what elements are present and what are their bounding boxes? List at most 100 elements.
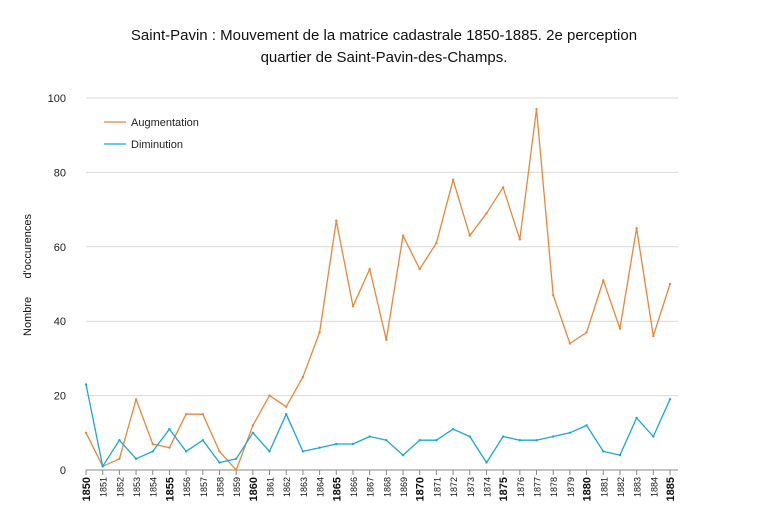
data-point-augmentation-1878 bbox=[552, 293, 555, 297]
data-point-augmentation-1860 bbox=[251, 424, 255, 427]
data-point-diminution-1880 bbox=[585, 424, 588, 427]
x-tick-label-1881: 1881 bbox=[599, 477, 609, 497]
data-point-diminution-1870 bbox=[418, 439, 421, 442]
data-point-augmentation-1862 bbox=[285, 405, 288, 408]
data-point-augmentation-1857 bbox=[201, 413, 204, 416]
data-point-diminution-1858 bbox=[218, 461, 221, 464]
x-tick-label-1865: 1865 bbox=[331, 477, 343, 501]
data-point-diminution-1884 bbox=[652, 435, 655, 438]
x-tick-label-1858: 1858 bbox=[215, 477, 225, 497]
x-tick-label-1856: 1856 bbox=[182, 477, 192, 497]
data-point-diminution-1885 bbox=[668, 398, 672, 401]
data-point-augmentation-1869 bbox=[401, 234, 405, 237]
x-tick-label-1877: 1877 bbox=[533, 477, 543, 497]
data-point-augmentation-1866 bbox=[351, 305, 355, 308]
x-tick-label-1876: 1876 bbox=[516, 477, 526, 497]
data-point-augmentation-1882 bbox=[618, 327, 622, 330]
y-tick-label-60: 60 bbox=[54, 242, 66, 254]
data-point-diminution-1860 bbox=[251, 431, 255, 434]
y-tick-label-40: 40 bbox=[54, 316, 66, 328]
chart-title-line-2: quartier de Saint-Pavin-des-Champs. bbox=[260, 49, 508, 66]
data-point-diminution-1878 bbox=[552, 435, 555, 438]
series-line-augmentation bbox=[85, 108, 671, 471]
x-tick-label-1870: 1870 bbox=[415, 477, 427, 501]
x-tick-label-1879: 1879 bbox=[566, 477, 576, 497]
y-tick-label-80: 80 bbox=[54, 167, 66, 179]
data-point-augmentation-1874 bbox=[485, 212, 488, 215]
data-point-augmentation-1880 bbox=[585, 331, 588, 334]
data-point-diminution-1881 bbox=[602, 450, 605, 453]
x-tick-label-1883: 1883 bbox=[633, 477, 643, 497]
data-point-diminution-1854 bbox=[151, 450, 154, 453]
data-point-diminution-1866 bbox=[351, 442, 355, 446]
data-point-augmentation-1865 bbox=[335, 219, 338, 222]
x-tick-label-1863: 1863 bbox=[299, 477, 309, 497]
x-axis: 1850 1851 1852 1853 1854 1855 1856 1857 1858 1859… bbox=[81, 469, 678, 501]
x-tick-label-1872: 1872 bbox=[449, 477, 459, 497]
chart-title-line-1: Saint-Pavin : Mouvement de la matrice ca… bbox=[130, 27, 638, 44]
data-point-augmentation-1861 bbox=[268, 394, 271, 397]
data-point-diminution-1865 bbox=[335, 442, 338, 446]
data-point-augmentation-1864 bbox=[318, 331, 321, 334]
data-point-augmentation-1876 bbox=[518, 238, 522, 241]
x-tick-label-1884: 1884 bbox=[649, 477, 659, 497]
data-point-augmentation-1854 bbox=[151, 442, 154, 446]
x-tick-label-1859: 1859 bbox=[232, 477, 242, 497]
x-tick-label-1852: 1852 bbox=[115, 477, 125, 497]
data-point-augmentation-1879 bbox=[568, 342, 572, 345]
legend-label-diminution: Diminution bbox=[131, 139, 183, 151]
data-point-augmentation-1881 bbox=[602, 279, 605, 282]
x-tick-label-1885: 1885 bbox=[665, 477, 677, 501]
data-point-diminution-1873 bbox=[468, 435, 471, 438]
data-point-augmentation-1870 bbox=[418, 267, 421, 271]
data-point-diminution-1856 bbox=[184, 450, 188, 453]
data-point-diminution-1853 bbox=[134, 457, 138, 461]
data-point-diminution-1859 bbox=[234, 457, 238, 461]
x-tick-label-1862: 1862 bbox=[282, 477, 292, 497]
x-tick-label-1871: 1871 bbox=[432, 477, 442, 497]
x-tick-label-1851: 1851 bbox=[99, 477, 109, 497]
data-point-diminution-1871 bbox=[435, 439, 438, 442]
x-tick-label-1864: 1864 bbox=[316, 477, 326, 497]
data-point-augmentation-1859 bbox=[234, 468, 238, 472]
x-tick-label-1878: 1878 bbox=[549, 477, 559, 497]
data-point-augmentation-1884 bbox=[652, 334, 655, 338]
gridlines bbox=[86, 97, 678, 397]
legend-label-augmentation: Augmentation bbox=[131, 117, 199, 129]
data-point-diminution-1862 bbox=[285, 413, 288, 416]
x-tick-label-1873: 1873 bbox=[466, 477, 476, 497]
data-point-diminution-1875 bbox=[501, 435, 505, 438]
data-point-augmentation-1868 bbox=[385, 338, 388, 341]
data-point-augmentation-1855 bbox=[168, 446, 171, 449]
data-point-augmentation-1885 bbox=[668, 282, 672, 286]
data-point-diminution-1861 bbox=[268, 450, 271, 453]
data-point-augmentation-1850 bbox=[84, 431, 88, 434]
y-axis-label: Nombre d'occurences bbox=[22, 214, 34, 336]
data-point-diminution-1883 bbox=[635, 416, 638, 420]
x-tick-label-1850: 1850 bbox=[81, 477, 93, 501]
data-point-diminution-1857 bbox=[201, 439, 204, 442]
legend: Augmentation Diminution bbox=[104, 117, 199, 151]
x-tick-label-1855: 1855 bbox=[164, 477, 176, 501]
y-tick-label-100: 100 bbox=[48, 93, 66, 105]
x-tick-label-1854: 1854 bbox=[149, 477, 159, 497]
data-point-augmentation-1863 bbox=[301, 375, 305, 379]
data-point-augmentation-1873 bbox=[468, 234, 471, 237]
data-point-augmentation-1875 bbox=[501, 186, 505, 189]
data-point-augmentation-1871 bbox=[435, 241, 438, 245]
data-point-augmentation-1858 bbox=[218, 450, 221, 453]
x-tick-label-1880: 1880 bbox=[582, 477, 594, 501]
data-point-diminution-1879 bbox=[568, 431, 572, 434]
x-tick-label-1869: 1869 bbox=[399, 477, 409, 497]
data-point-diminution-1872 bbox=[451, 427, 455, 431]
data-point-diminution-1876 bbox=[518, 439, 522, 442]
data-point-diminution-1877 bbox=[535, 439, 538, 442]
data-point-diminution-1864 bbox=[318, 446, 321, 449]
data-point-augmentation-1883 bbox=[635, 227, 638, 230]
data-point-diminution-1855 bbox=[168, 427, 171, 431]
x-tick-label-1861: 1861 bbox=[266, 477, 276, 497]
data-point-diminution-1863 bbox=[301, 450, 305, 453]
data-point-diminution-1874 bbox=[485, 461, 488, 464]
